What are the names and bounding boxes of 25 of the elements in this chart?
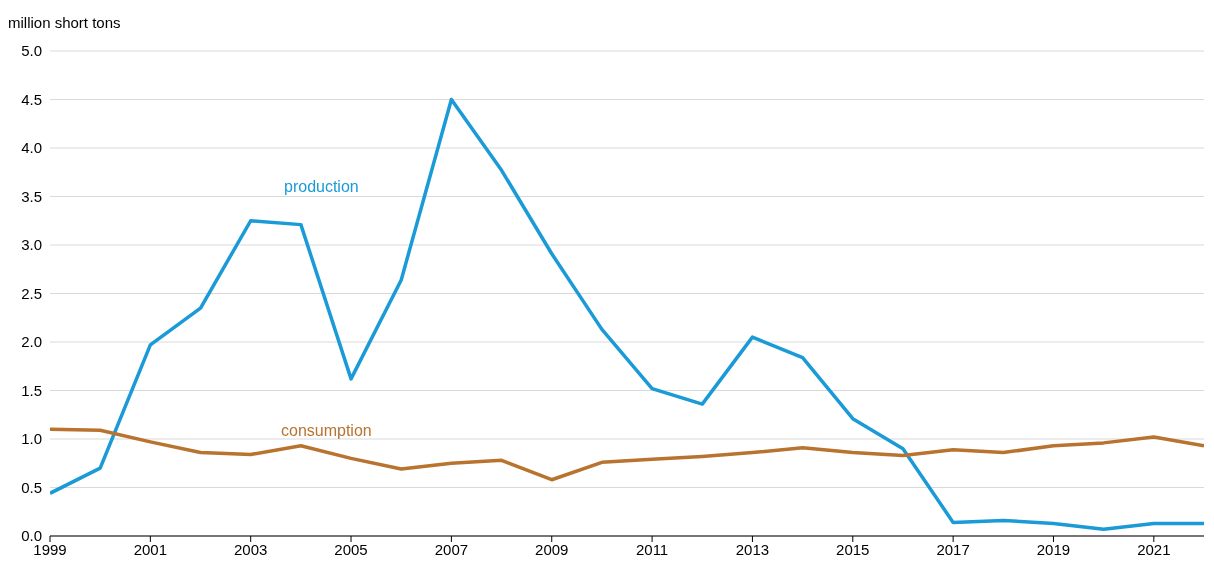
y-tick-label: 3.5 (21, 187, 42, 205)
y-axis-title: million short tons (8, 14, 121, 31)
x-tick-label: 2019 (1036, 540, 1071, 558)
x-tick-label: 2003 (234, 540, 268, 558)
y-tick-label: 2.0 (21, 333, 42, 351)
series-label: consumption (281, 422, 372, 440)
x-tick-label: 2015 (836, 540, 870, 558)
line-series (50, 97, 1204, 531)
y-tick-label: 4.0 (21, 139, 42, 157)
y-tick-label: 4.5 (21, 90, 42, 108)
x-tick-label: 2005 (334, 540, 368, 558)
x-tick-label: 2017 (936, 540, 970, 558)
x-tick-label: 2011 (635, 540, 669, 558)
y-tick-label: 5.0 (21, 42, 42, 60)
x-tick-label: 2001 (133, 540, 168, 558)
x-tick-label: 2007 (434, 540, 469, 558)
x-tick-label: 2013 (735, 540, 770, 558)
x-tick-label: 2021 (1137, 540, 1171, 558)
y-tick-label: 1.0 (21, 430, 42, 448)
y-tick-label: 1.5 (21, 381, 42, 399)
y-tick-label: 0.5 (21, 478, 42, 496)
x-tick-label: 2009 (535, 540, 569, 558)
y-tick-label: 2.5 (21, 284, 42, 302)
series-label: production (284, 178, 359, 196)
y-tick-label: 3.0 (21, 236, 42, 254)
